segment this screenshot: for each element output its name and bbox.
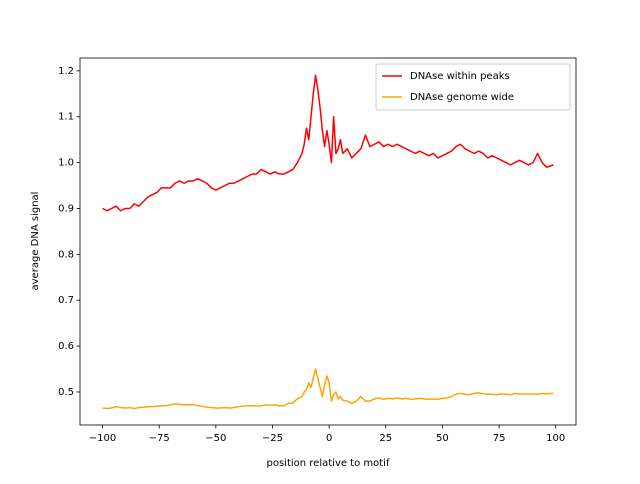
y-tick-label: 0.8 — [58, 249, 74, 260]
x-axis-label: position relative to motif — [267, 458, 390, 469]
y-tick-label: 0.9 — [58, 203, 74, 214]
plot-frame — [79, 57, 577, 426]
y-tick-label: 0.7 — [58, 295, 74, 306]
y-tick-label: 1.0 — [58, 158, 74, 169]
x-tick-label: −50 — [205, 433, 226, 444]
x-tick-label: −25 — [262, 433, 283, 444]
x-tick-label: 100 — [546, 433, 565, 444]
legend-label: DNAse within peaks — [410, 71, 510, 82]
y-axis-label: average DNA signal — [30, 192, 41, 291]
data-line — [102, 368, 554, 410]
data-line — [102, 74, 554, 212]
y-tick-label: 1.2 — [58, 66, 74, 77]
x-tick-label: 25 — [379, 433, 392, 444]
legend-label: DNAse genome wide — [410, 92, 514, 103]
y-tick-label: 0.5 — [58, 387, 74, 398]
y-tick-label: 0.6 — [58, 341, 74, 352]
x-tick-label: −100 — [89, 433, 116, 444]
x-tick-label: −75 — [149, 433, 170, 444]
x-tick-label: 0 — [326, 433, 332, 444]
y-tick-label: 1.1 — [58, 112, 74, 123]
x-tick-label: 75 — [493, 433, 506, 444]
x-tick-label: 50 — [436, 433, 449, 444]
legend-box — [375, 63, 571, 111]
